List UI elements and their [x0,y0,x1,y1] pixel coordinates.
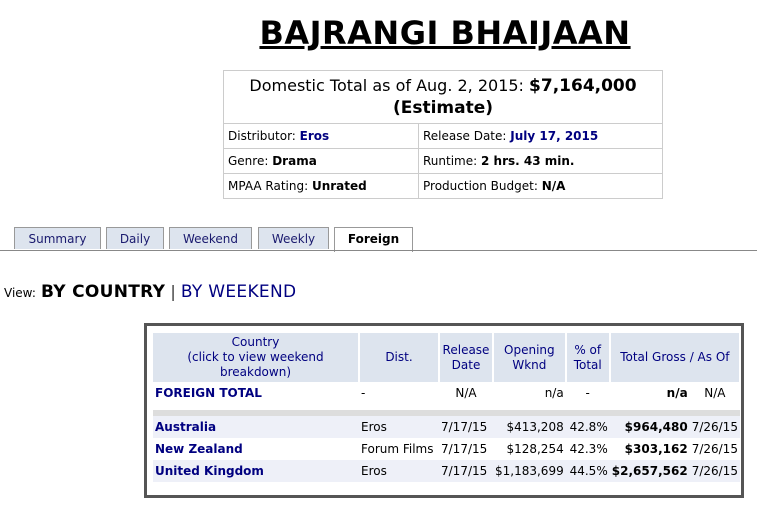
tab-daily[interactable]: Daily [106,227,164,249]
foreign-table-header: Country (click to view weekend breakdown… [153,333,742,382]
distributor-cell: Distributor: Eros [223,123,419,149]
table-row: United Kingdom Eros 7/17/15 $1,183,699 4… [153,460,740,482]
tab-bar-underline [0,250,757,251]
estimate-label: (Estimate) [392,98,494,118]
mpaa-label: MPAA Rating: [228,179,309,193]
row-gross: $303,162 [624,442,688,456]
col-release: Release Date [439,333,494,382]
domestic-total-value: $7,164,000 [529,76,637,96]
table-row: New Zealand Forum Films 7/17/15 $128,254… [153,438,740,460]
row-dist: Forum Films [361,442,434,456]
foreign-total-dist: - [361,386,366,400]
foreign-total-gross: n/a [666,386,688,400]
row-dist: Eros [359,460,439,482]
domestic-total-label: Domestic Total as of Aug. 2, 2015: [249,76,524,95]
release-date-link[interactable]: July 17, 2015 [510,129,599,143]
country-link-australia[interactable]: Australia [155,420,217,434]
row-release: 7/17/15 [441,442,488,456]
col-pct: % of Total [565,333,611,382]
foreign-total-opening: n/a [544,386,564,400]
mpaa-cell: MPAA Rating: Unrated [223,173,419,199]
col-pct-line1: % of [574,342,602,357]
row-opening: $1,183,699 [493,460,566,482]
movie-title: BAJRANGI BHAIJAAN [259,14,631,52]
mpaa-value: Unrated [311,179,367,193]
col-release-line2: Date [451,357,481,372]
table-row: Australia Eros 7/17/15 $413,208 42.8% $9… [153,416,740,438]
row-as-of: 7/26/15 [691,442,738,456]
view-by-weekend-link[interactable]: BY WEEKEND [180,282,297,302]
genre-value: Drama [272,154,317,168]
foreign-table: Country (click to view weekend breakdown… [153,333,742,482]
col-opening-line2: Wknd [512,357,547,372]
foreign-total-label: FOREIGN TOTAL [155,386,262,400]
release-date-label: Release Date: [423,129,507,143]
tab-weekly[interactable]: Weekly [258,227,329,249]
foreign-total-release: N/A [455,386,477,400]
genre-cell: Genre: Drama [223,148,419,174]
row-dist: Eros [359,416,439,438]
runtime-label: Runtime: [423,154,478,168]
foreign-total-pct: - [585,386,590,400]
col-country: Country (click to view weekend breakdown… [153,333,360,382]
row-pct: 42.3% [569,442,608,456]
foreign-total-as-of: N/A [704,386,726,400]
row-gross: $2,657,562 [609,460,690,482]
foreign-box: Country (click to view weekend breakdown… [144,323,744,498]
runtime-value: 2 hrs. 43 min. [481,154,575,168]
view-selector: View: BY COUNTRY | BY WEEKEND [4,282,296,302]
tab-foreign[interactable]: Foreign [334,227,413,252]
genre-label: Genre: [228,154,269,168]
runtime-cell: Runtime: 2 hrs. 43 min. [418,148,663,174]
row-as-of: 7/26/15 [689,416,740,438]
domestic-total-cell: Domestic Total as of Aug. 2, 2015: $7,16… [223,70,663,124]
col-opening-line1: Opening [504,342,555,357]
foreign-total-row: FOREIGN TOTAL - N/A n/a - n/a N/A [153,382,740,404]
row-pct: 44.5% [565,460,610,482]
col-dist: Dist. [359,333,440,382]
release-date-cell: Release Date: July 17, 2015 [418,123,663,149]
budget-cell: Production Budget: N/A [418,173,663,199]
country-link-united-kingdom[interactable]: United Kingdom [155,464,264,478]
row-opening: $413,208 [493,416,566,438]
col-country-line2: (click to view weekend breakdown) [187,350,324,379]
row-release: 7/17/15 [439,416,493,438]
row-opening: $128,254 [506,442,564,456]
view-separator: | [170,282,176,301]
row-release: 7/17/15 [439,460,493,482]
col-country-line1: Country [231,335,280,349]
distributor-label: Distributor: [228,129,296,143]
col-opening: Opening Wknd [493,333,567,382]
row-pct: 42.8% [565,416,610,438]
country-link-new-zealand[interactable]: New Zealand [155,442,243,456]
tab-weekend[interactable]: Weekend [169,227,252,249]
budget-label: Production Budget: [423,179,538,193]
row-as-of: 7/26/15 [689,460,740,482]
view-by-country: BY COUNTRY [40,282,166,302]
tab-summary[interactable]: Summary [14,227,101,249]
col-release-line1: Release [442,342,490,357]
distributor-link[interactable]: Eros [299,129,330,143]
movie-summary-table: Domestic Total as of Aug. 2, 2015: $7,16… [223,70,663,199]
budget-value: N/A [541,179,566,193]
col-total-gross: Total Gross / As Of [609,333,742,382]
row-gross: $964,480 [609,416,690,438]
view-label: View: [4,286,36,300]
col-pct-line2: Total [573,357,602,372]
